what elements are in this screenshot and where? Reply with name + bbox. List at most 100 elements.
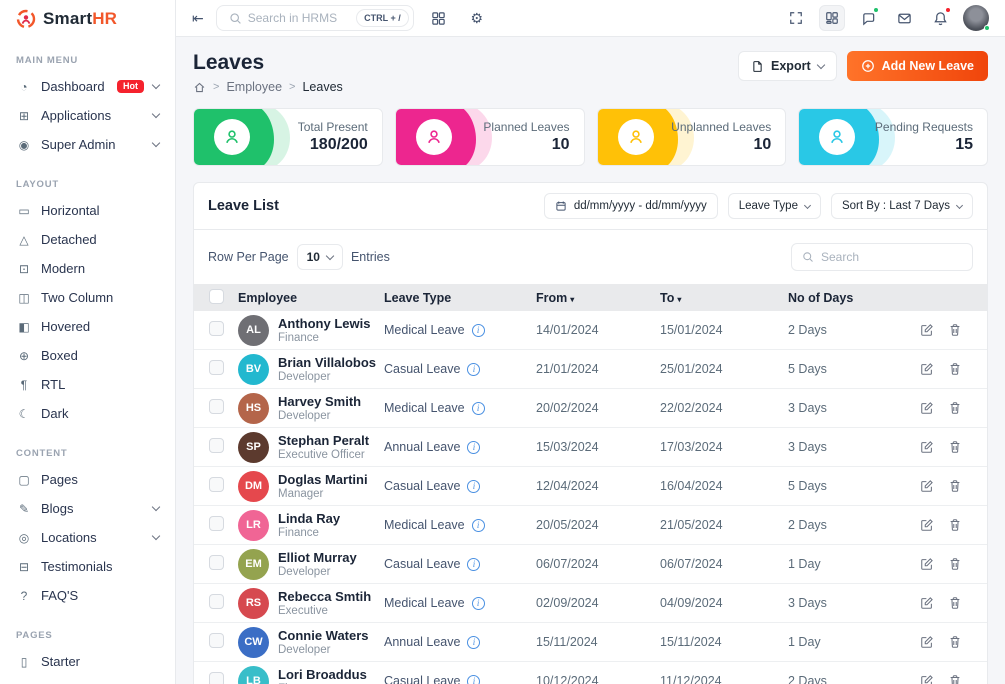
sidebar-item-testimonials[interactable]: ⊟ Testimonials [16,552,159,581]
edit-icon[interactable] [920,557,934,571]
delete-icon[interactable] [948,401,962,415]
delete-icon[interactable] [948,323,962,337]
row-checkbox[interactable] [209,555,224,570]
sidebar-item-horizontal[interactable]: ▭ Horizontal [16,196,159,225]
employee-name[interactable]: Harvey Smith [278,393,362,409]
sidebar-item-dark[interactable]: ☾ Dark [16,399,159,428]
edit-icon[interactable] [920,479,934,493]
sidebar-item-blogs[interactable]: ✎ Blogs [16,494,161,523]
delete-icon[interactable] [948,596,962,610]
sidebar-item-detached[interactable]: △ Detached [16,225,159,254]
employee-name[interactable]: Anthony Lewis [278,315,371,331]
date-range-picker[interactable]: dd/mm/yyyy - dd/mm/yyyy [543,193,718,219]
home-icon[interactable] [193,81,206,94]
delete-icon[interactable] [948,518,962,532]
row-checkbox[interactable] [209,477,224,492]
sidebar-collapse-icon[interactable]: ⇤ [192,9,204,26]
row-checkbox[interactable] [209,360,224,375]
fullscreen-icon[interactable] [783,5,809,31]
edit-icon[interactable] [920,518,934,532]
info-icon[interactable]: i [467,479,481,493]
page-size-select[interactable]: 10 [296,244,343,270]
row-checkbox[interactable] [209,399,224,414]
table-search-input[interactable] [821,250,962,264]
delete-icon[interactable] [948,635,962,649]
edit-icon[interactable] [920,401,934,415]
chat-icon[interactable] [855,5,881,31]
col-from[interactable]: From ▾ [536,290,575,305]
delete-icon[interactable] [948,674,962,684]
user-avatar[interactable] [963,5,990,31]
global-search[interactable]: CTRL + / [215,5,414,31]
sidebar-item-locations[interactable]: ◎ Locations [16,523,161,552]
employee-name[interactable]: Rebecca Smtih [278,588,372,604]
col-to[interactable]: To ▾ [660,290,682,305]
export-button[interactable]: Export [738,51,837,81]
sidebar-item-two-column[interactable]: ◫ Two Column [16,283,159,312]
sort-by-filter[interactable]: Sort By : Last 7 Days [830,193,973,219]
add-new-leave-button[interactable]: Add New Leave [846,51,988,81]
search-input[interactable] [247,11,351,25]
sidebar-item-profile[interactable]: ☺ Profile [16,676,159,684]
delete-icon[interactable] [948,362,962,376]
sidebar-item-dashboard[interactable]: ◔ Dashboard Hot [16,72,161,101]
info-icon[interactable]: i [467,440,481,454]
breadcrumb-item[interactable]: Employee [226,80,283,94]
edit-icon[interactable] [920,674,934,684]
logo[interactable]: SmartHR [0,0,175,37]
sidebar-item-starter[interactable]: ▯ Starter [16,647,159,676]
employee-name[interactable]: Lori Broaddus [278,666,367,682]
select-all-checkbox[interactable] [209,288,224,304]
leave-type-filter[interactable]: Leave Type [727,193,821,219]
employee-name[interactable]: Connie Waters [278,627,369,643]
sidebar-item-faq-s[interactable]: ? FAQ'S [16,581,159,610]
apps-grid-icon[interactable] [426,5,452,31]
kanban-icon[interactable] [819,5,845,31]
notifications-bell-icon[interactable] [927,5,953,31]
sidebar-item-rtl[interactable]: ¶ RTL [16,370,159,399]
info-icon[interactable]: i [467,557,481,571]
info-icon[interactable]: i [471,401,485,415]
row-checkbox[interactable] [209,633,224,648]
avatar: CW [238,626,269,658]
row-checkbox[interactable] [209,438,224,453]
sidebar-item-pages[interactable]: ▢ Pages [16,465,159,494]
info-icon[interactable]: i [467,635,481,649]
sidebar-item-hovered[interactable]: ◧ Hovered [16,312,159,341]
settings-gear-icon[interactable]: ⚙ [470,9,484,26]
employee-name[interactable]: Linda Ray [278,510,341,526]
table-row: EM Elliot Murray Developer Casual Leave … [194,545,987,584]
stat-card-pending-requests: Pending Requests 15 [798,108,988,166]
sidebar-item-label: Modern [41,261,86,276]
sidebar-section-title: MAIN MENU [16,55,79,66]
edit-icon[interactable] [920,440,934,454]
employee-name[interactable]: Brian Villalobos [278,354,377,370]
employee-name[interactable]: Doglas Martini [278,471,368,487]
table-search[interactable] [791,243,973,271]
sidebar-item-modern[interactable]: ⊡ Modern [16,254,159,283]
employee-name[interactable]: Stephan Peralt [278,432,370,448]
info-icon[interactable]: i [471,518,485,532]
edit-icon[interactable] [920,596,934,610]
delete-icon[interactable] [948,557,962,571]
delete-icon[interactable] [948,479,962,493]
delete-icon[interactable] [948,440,962,454]
info-icon[interactable]: i [467,362,481,376]
row-checkbox[interactable] [209,594,224,609]
info-icon[interactable]: i [471,323,485,337]
employee-name[interactable]: Elliot Murray [278,549,357,565]
row-checkbox[interactable] [209,321,224,336]
edit-icon[interactable] [920,362,934,376]
edit-icon[interactable] [920,323,934,337]
sidebar-item-applications[interactable]: ⊞ Applications [16,101,161,130]
info-icon[interactable]: i [467,674,481,684]
edit-icon[interactable] [920,635,934,649]
breadcrumb: > Employee > Leaves [193,80,343,94]
row-checkbox[interactable] [209,516,224,531]
row-checkbox[interactable] [209,672,224,684]
no-of-days: 1 Day [788,557,821,571]
mail-icon[interactable] [891,5,917,31]
info-icon[interactable]: i [471,596,485,610]
sidebar-item-boxed[interactable]: ⊕ Boxed [16,341,159,370]
sidebar-item-super-admin[interactable]: ◉ Super Admin [16,130,161,159]
